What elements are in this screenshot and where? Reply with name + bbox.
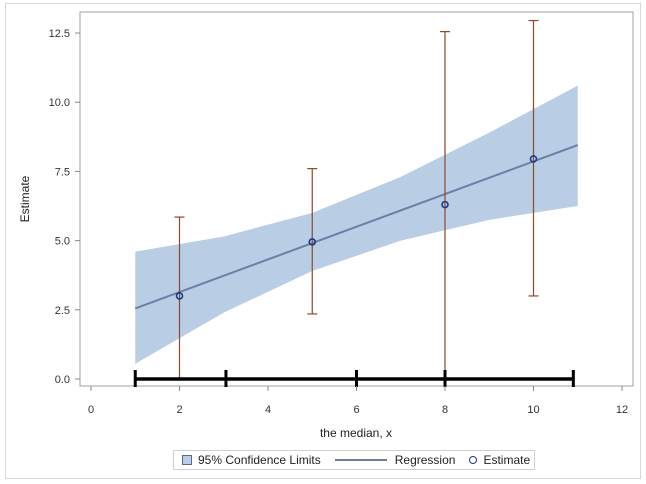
svg-text:2: 2 — [176, 404, 182, 416]
interval-bar — [133, 370, 575, 387]
x-axis-label: the median, x — [320, 426, 392, 440]
svg-text:2.5: 2.5 — [55, 305, 70, 317]
svg-text:6: 6 — [353, 404, 359, 416]
svg-text:12.5: 12.5 — [49, 28, 70, 40]
legend-item-regression: Regression — [329, 453, 456, 467]
legend-label: Regression — [394, 453, 456, 467]
svg-text:10.0: 10.0 — [49, 97, 70, 109]
line-swatch-icon — [334, 459, 387, 461]
svg-text:5.0: 5.0 — [55, 236, 70, 248]
svg-text:7.5: 7.5 — [55, 166, 70, 178]
svg-text:0: 0 — [88, 404, 94, 416]
legend-item-confidence: 95% Confidence Limits — [182, 453, 321, 467]
svg-text:12: 12 — [616, 404, 628, 416]
legend-label: 95% Confidence Limits — [198, 453, 321, 467]
svg-text:8: 8 — [442, 404, 448, 416]
estimate-points — [175, 155, 538, 300]
chart-frame — [5, 3, 641, 479]
svg-text:10: 10 — [527, 404, 539, 416]
legend: 95% Confidence Limits Regression Estimat… — [173, 450, 535, 470]
confidence-band — [135, 85, 578, 364]
svg-text:4: 4 — [265, 404, 271, 416]
legend-label: Estimate — [483, 453, 531, 467]
legend-item-estimate: Estimate — [463, 453, 530, 467]
svg-text:0.0: 0.0 — [55, 374, 70, 386]
circle-marker-icon — [469, 456, 478, 464]
band-swatch-icon — [182, 455, 192, 465]
regression-line — [134, 144, 579, 310]
y-axis-label: Estimate — [18, 175, 32, 222]
y-axis: 0.0 2.5 5.0 7.5 10.0 12.5 — [49, 28, 80, 386]
x-axis: 0 2 4 6 8 10 12 — [88, 386, 628, 416]
